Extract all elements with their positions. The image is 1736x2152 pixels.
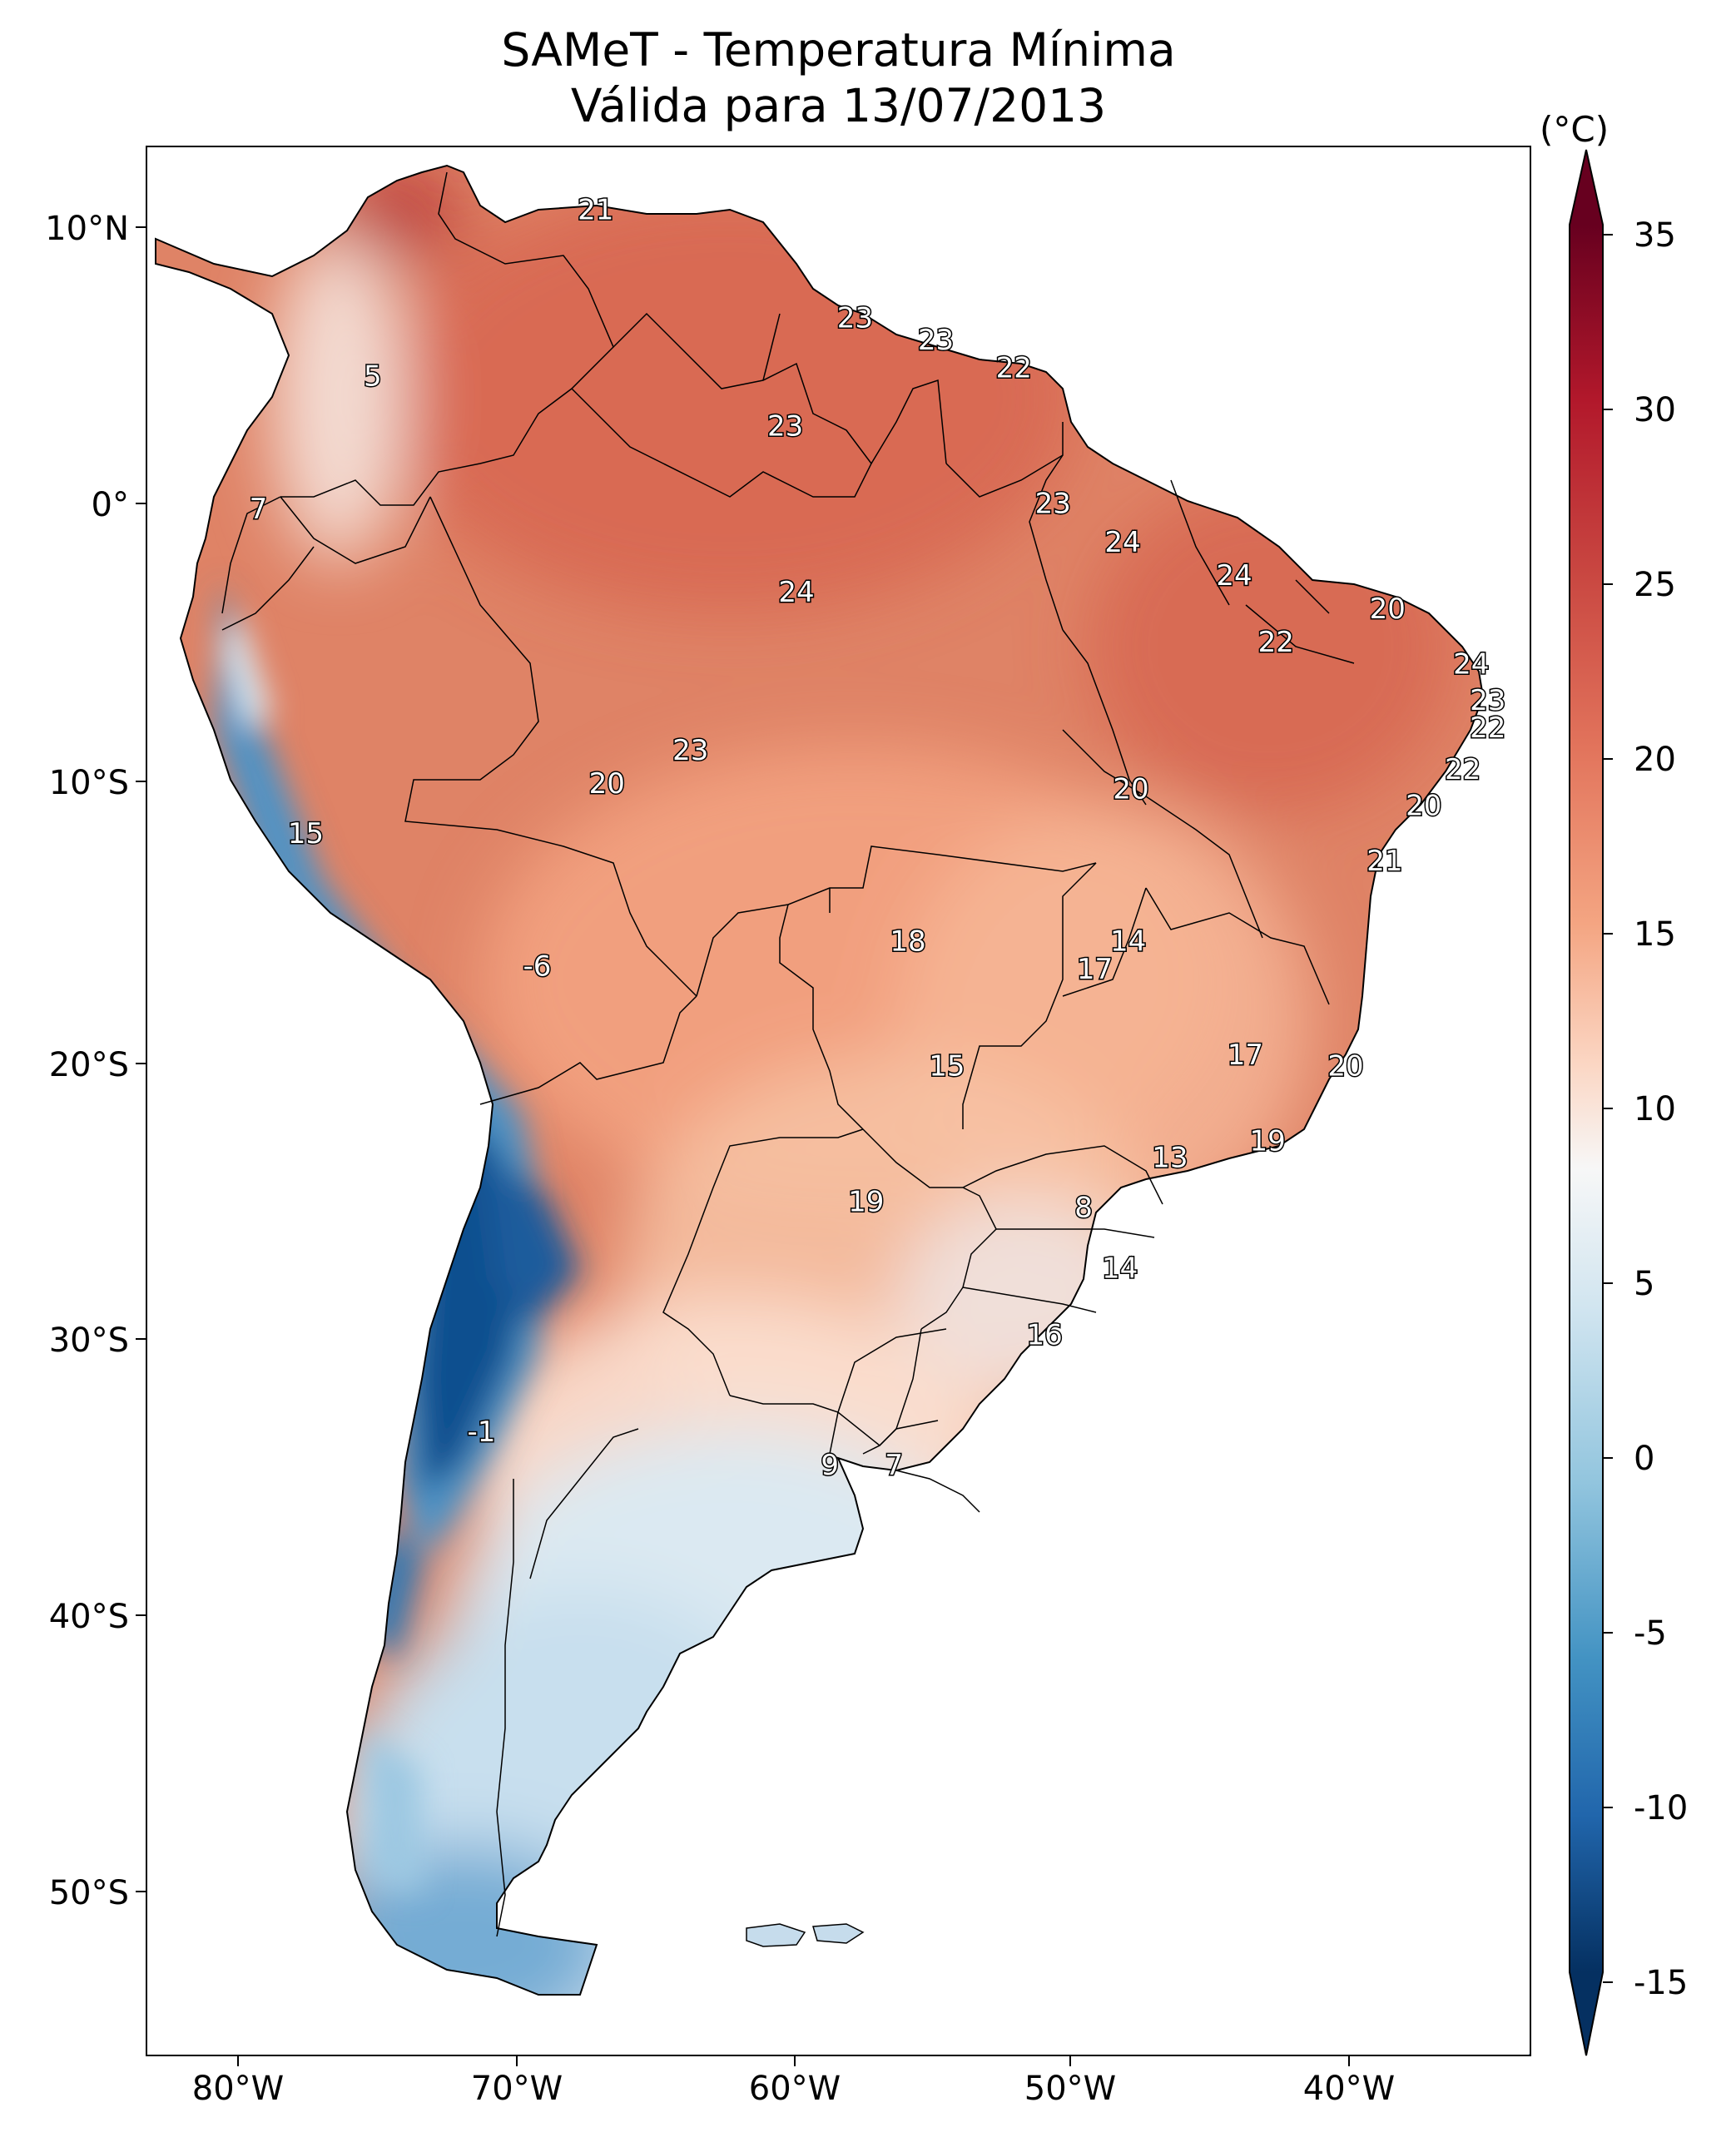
colorbar-label-20: 20 [1634, 741, 1676, 779]
colorbar-label-10: 10 [1634, 1090, 1676, 1128]
lon-label-40w: 40°W [1302, 2070, 1396, 2108]
lat-label-0: 0° [91, 486, 129, 524]
map-value-label: 20 [1113, 772, 1148, 806]
map-value-label: 14 [1102, 1252, 1138, 1286]
falkland-islands [746, 1923, 865, 1947]
country-borders [221, 171, 1355, 1937]
map-value-label: 16 [1027, 1319, 1063, 1352]
map-subtitle: Válida para 13/07/2013 [570, 79, 1107, 132]
lat-label-40s: 40°S [48, 1598, 129, 1636]
map-value-label: 9 [821, 1449, 839, 1482]
map-value-label: 23 [837, 301, 873, 335]
colorbar-label-minus10: -10 [1634, 1789, 1689, 1827]
map-value-label: 23 [767, 409, 803, 443]
map-value-label: 23 [918, 324, 954, 357]
map-value-label: 23 [1470, 684, 1505, 717]
lat-tick-20s [136, 1063, 146, 1064]
map-value-label: 24 [1453, 648, 1489, 682]
lon-tick-60w [794, 2056, 796, 2066]
map-area: 21 5 23 23 22 23 7 23 24 24 20 24 22 24 23 22 23 20 22 20 20… [146, 146, 1531, 2056]
lat-label-50s: 50°S [48, 1874, 129, 1912]
map-value-label: 21 [578, 194, 613, 227]
map-value-label: 24 [778, 576, 814, 609]
lat-tick-30s [136, 1338, 146, 1340]
lon-tick-50w [1069, 2056, 1071, 2066]
map-value-label: 8 [1074, 1191, 1093, 1224]
lat-tick-10s [136, 781, 146, 782]
map-value-label: 15 [288, 817, 324, 850]
colorbar-label-35: 35 [1634, 216, 1676, 255]
map-value-label: 23 [1035, 488, 1071, 521]
map-value-label: 7 [885, 1449, 903, 1482]
lon-tick-80w [237, 2056, 239, 2066]
map-value-label: 14 [1110, 925, 1146, 959]
map-value-label: 21 [1366, 845, 1402, 878]
lon-label-50w: 50°W [1024, 2070, 1117, 2108]
map-value-label: 19 [848, 1186, 884, 1219]
map-value-label: 15 [929, 1049, 965, 1083]
lon-label-70w: 70°W [470, 2070, 563, 2108]
map-value-label: 7 [250, 493, 268, 526]
map-value-label: -1 [467, 1416, 495, 1449]
map-value-label: 19 [1250, 1124, 1286, 1158]
lon-label-80w: 80°W [191, 2070, 285, 2108]
map-value-label: 20 [1327, 1049, 1363, 1083]
map-value-label: 13 [1152, 1141, 1188, 1174]
colorbar-unit: (°C) [1540, 109, 1610, 150]
lat-label-30s: 30°S [48, 1321, 129, 1360]
colorbar-label-0: 0 [1634, 1440, 1655, 1478]
lon-tick-70w [516, 2056, 518, 2066]
map-value-label: 24 [1216, 559, 1252, 593]
colorbar-label-5: 5 [1634, 1265, 1655, 1303]
colorbar-ticks [1603, 234, 1613, 1983]
map-title: SAMeT - Temperatura Mínima [501, 23, 1176, 77]
colorbar-label-25: 25 [1634, 566, 1676, 604]
map-value-label: 20 [589, 767, 625, 801]
lon-label-60w: 60°W [748, 2070, 841, 2108]
map-value-label: 23 [672, 734, 708, 767]
colorbar-label-minus15: -15 [1634, 1964, 1689, 2002]
colorbar-label-minus5: -5 [1634, 1614, 1667, 1653]
colorbar-label-30: 30 [1634, 391, 1676, 429]
map-value-label: 22 [996, 351, 1032, 384]
lat-tick-0 [136, 503, 146, 504]
map-value-label: 20 [1370, 593, 1406, 626]
lat-tick-50s [136, 1891, 146, 1892]
lon-tick-40w [1348, 2056, 1350, 2066]
map-value-label: 22 [1445, 753, 1481, 786]
map-value-label: -6 [523, 950, 551, 984]
lat-label-20s: 20°S [48, 1046, 129, 1084]
map-value-label: 20 [1406, 789, 1441, 822]
lat-label-10s: 10°S [48, 764, 129, 802]
map-value-label: 5 [364, 359, 382, 393]
map-value-label: 24 [1104, 526, 1140, 559]
inpe-logo: INPE [1500, 2036, 1530, 2055]
lat-tick-40s [136, 1614, 146, 1616]
colorbar [1569, 149, 1613, 2056]
colorbar-label-15: 15 [1634, 915, 1676, 954]
map-value-label: 18 [890, 925, 925, 959]
map-value-label: 22 [1258, 626, 1294, 659]
map-value-label: 17 [1228, 1039, 1263, 1072]
map-value-label: 22 [1470, 712, 1505, 745]
map-value-label: 17 [1077, 953, 1113, 986]
lat-tick-10n [136, 226, 146, 228]
lat-label-10n: 10°N [45, 210, 129, 248]
